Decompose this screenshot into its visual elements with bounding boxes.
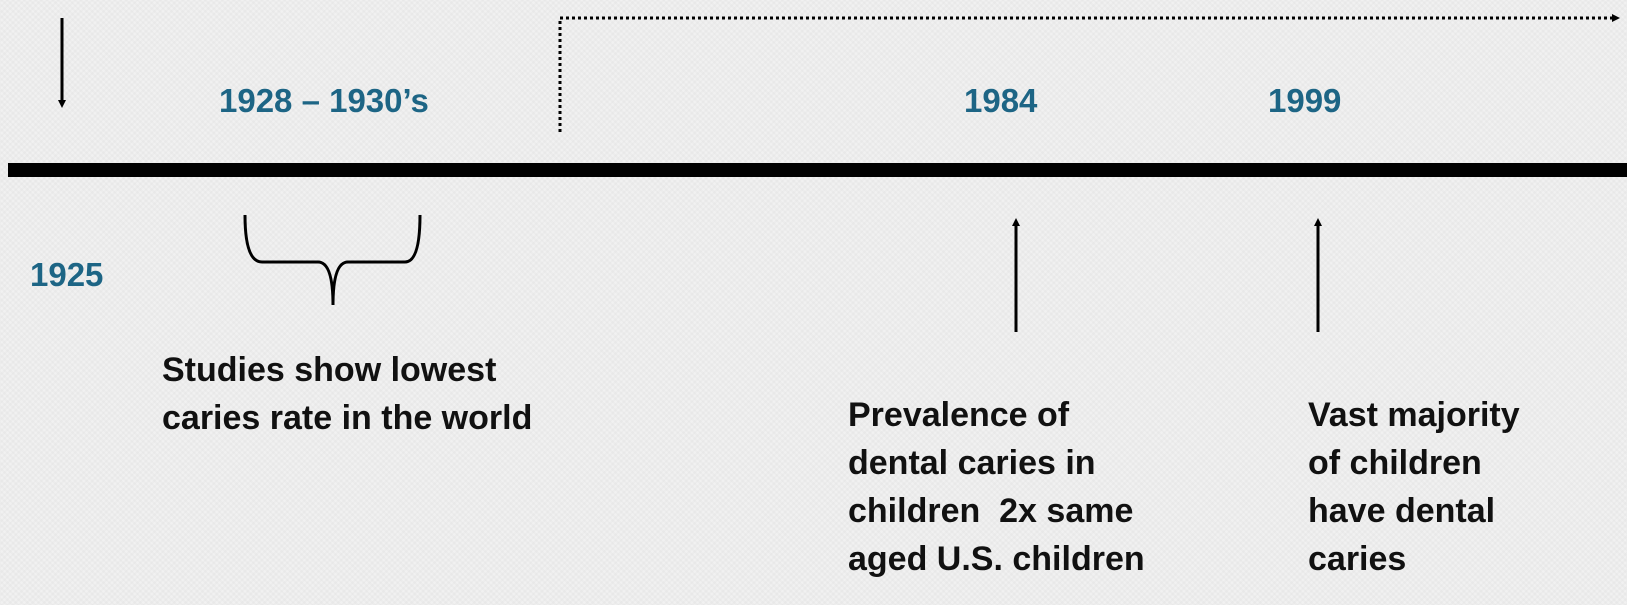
brace <box>243 214 422 306</box>
event-text-line: Studies show lowest <box>162 351 497 389</box>
event-text-line: of children <box>1308 444 1482 482</box>
event-text-line: caries <box>1308 540 1407 578</box>
event-text-line: aged U.S. children <box>848 540 1145 578</box>
year-label: 1925 <box>30 256 104 293</box>
year-label: 1999 <box>1268 82 1342 119</box>
event-text-line: Prevalence of <box>848 396 1070 434</box>
event-text-line: have dental <box>1308 492 1496 530</box>
event-text-line: dental caries in <box>848 444 1096 482</box>
year-label: 1984 <box>964 82 1038 119</box>
timeline-bar <box>8 163 1627 177</box>
dotted-bracket <box>558 14 1620 132</box>
year-label: 1928 – 1930’s <box>219 82 429 119</box>
event-text-line: caries rate in the world <box>162 399 533 437</box>
event-text-line: Vast majority <box>1308 396 1520 434</box>
event-text-line: children 2x same <box>848 492 1134 530</box>
